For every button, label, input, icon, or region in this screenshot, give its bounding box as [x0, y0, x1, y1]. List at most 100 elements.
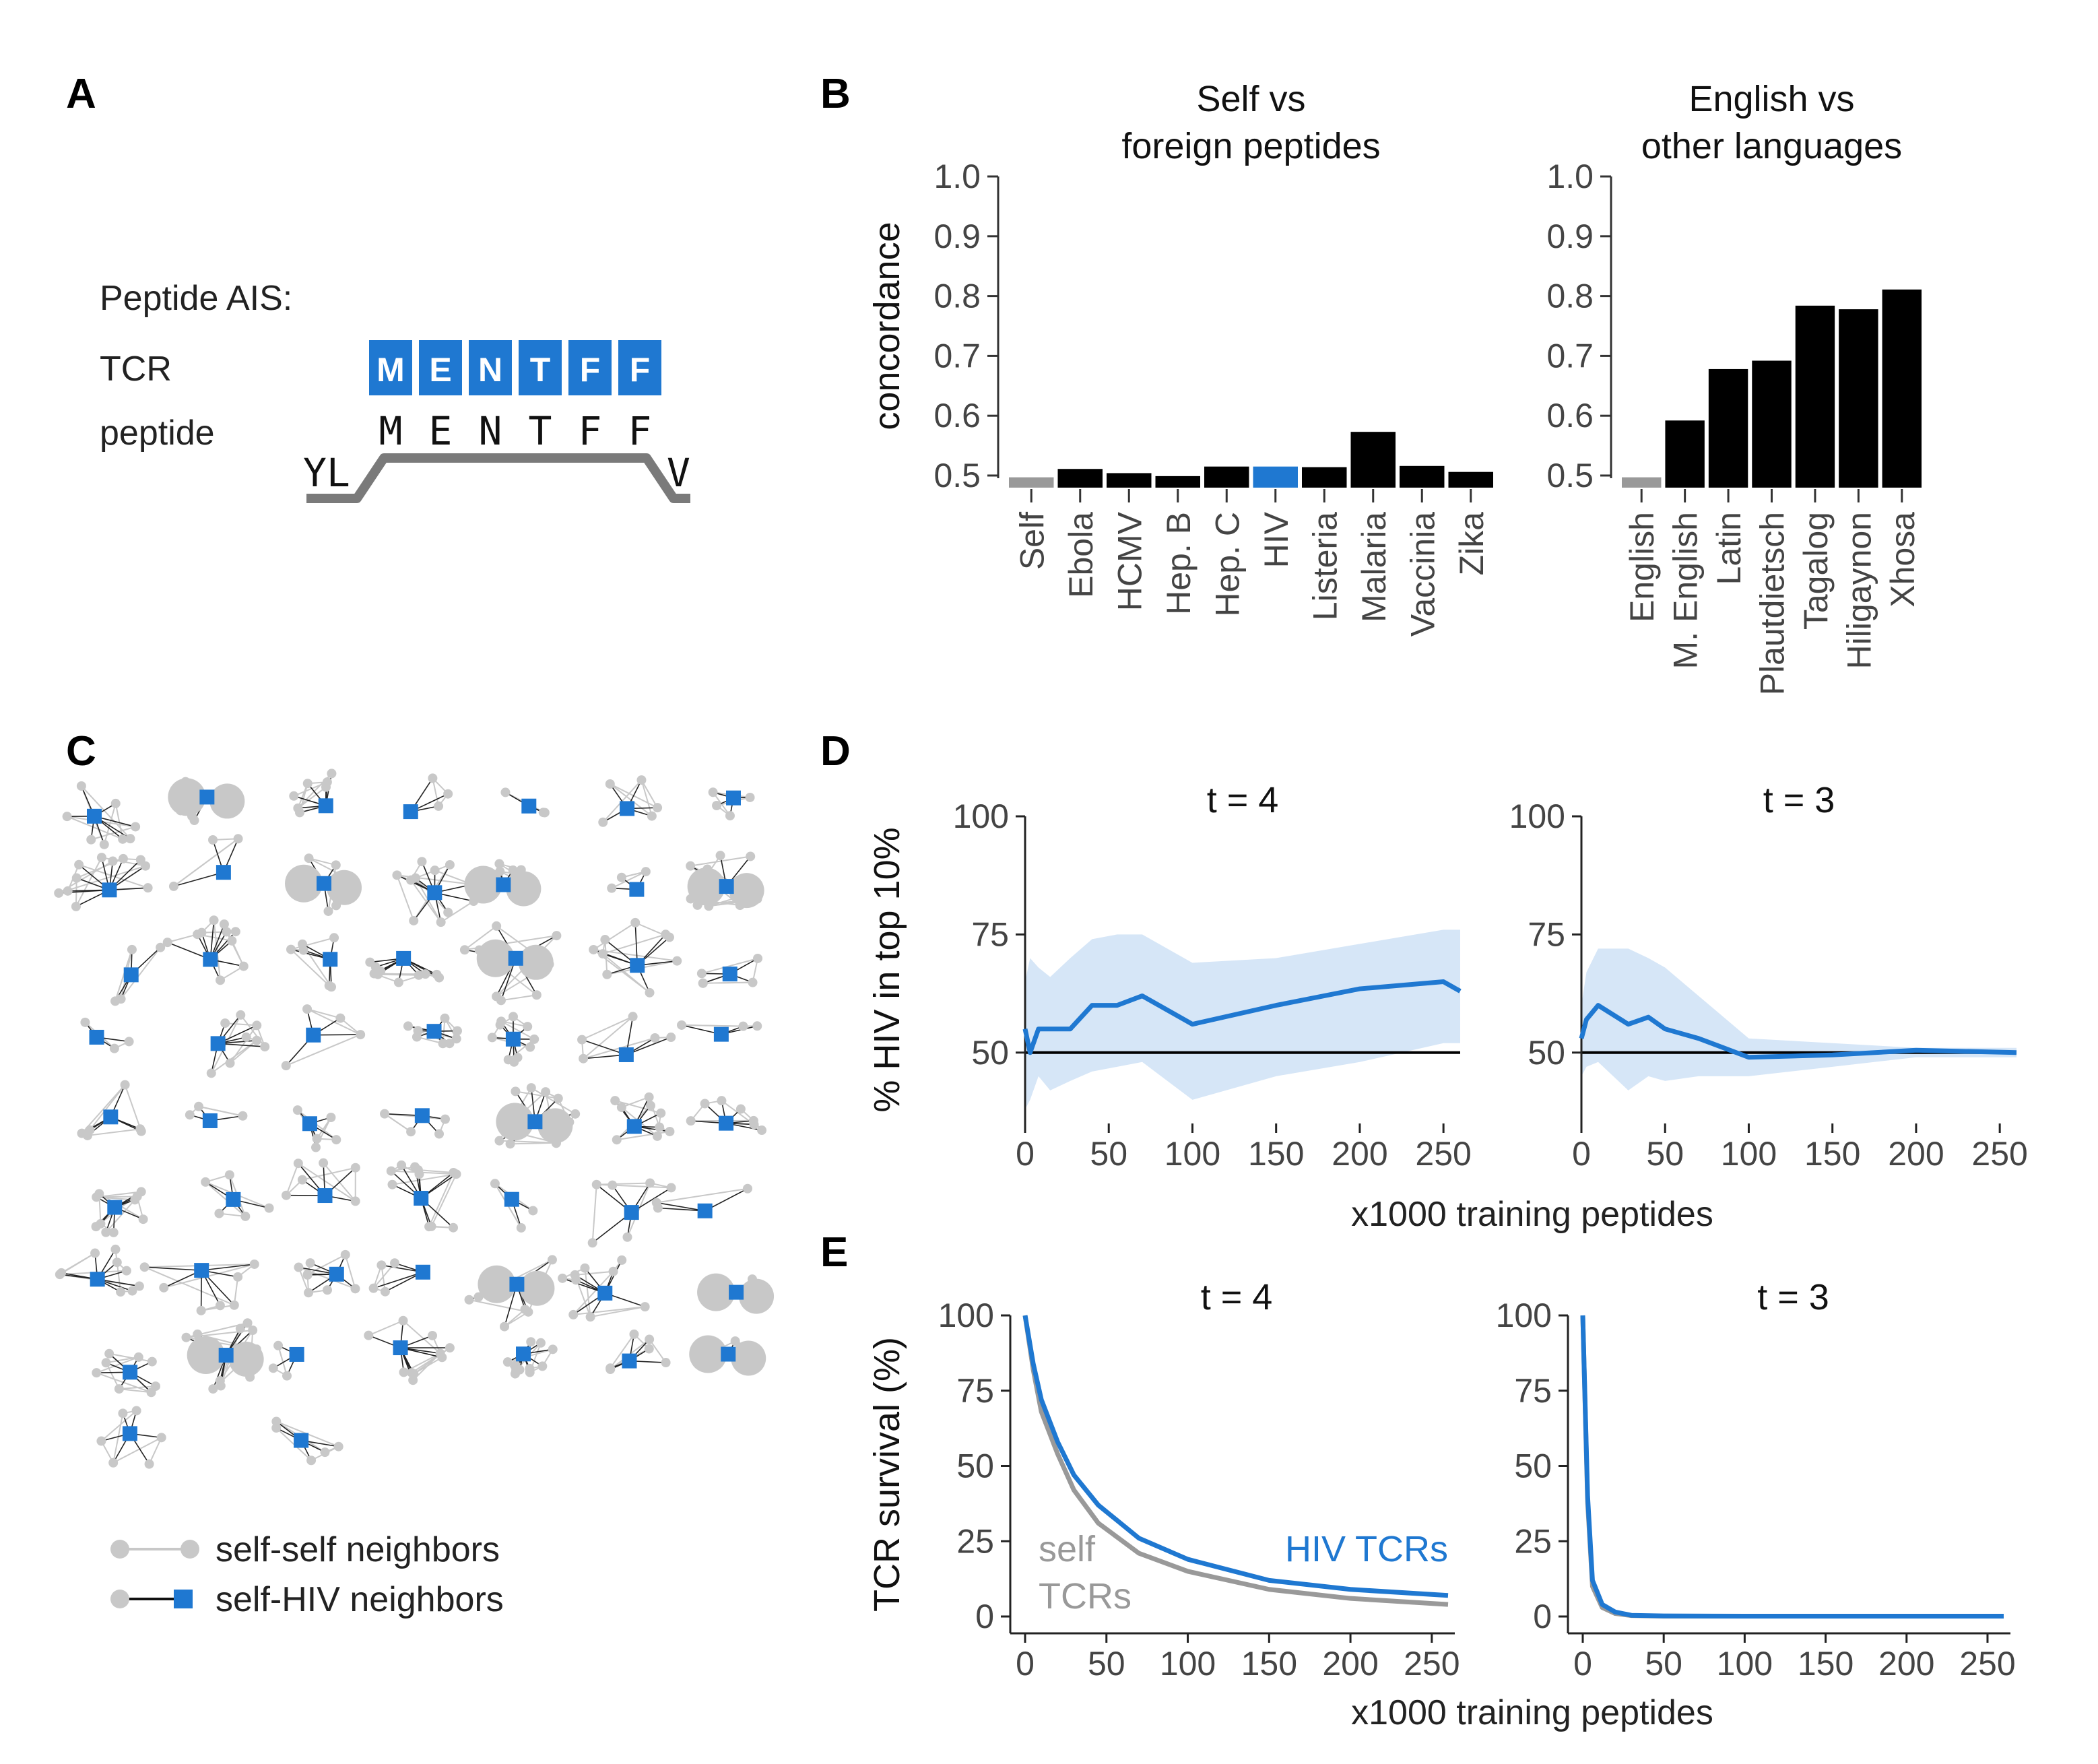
self-node — [144, 1459, 154, 1469]
self-node — [297, 1175, 307, 1185]
chart-title-line: Self vs — [1196, 79, 1305, 119]
self-node — [752, 1021, 762, 1031]
network-cluster — [364, 1315, 455, 1385]
self-node — [110, 1244, 121, 1254]
self-self-edge — [701, 958, 758, 975]
self-node — [333, 1441, 343, 1451]
self-node — [224, 1170, 234, 1180]
tcr-residue: F — [580, 351, 601, 389]
self-node — [511, 1086, 521, 1097]
network-cluster — [605, 1329, 671, 1375]
panel-label-b: B — [820, 71, 851, 117]
hiv-node — [103, 1109, 119, 1125]
self-self-edge — [590, 1306, 645, 1318]
chart-title-line: English vs — [1689, 79, 1854, 119]
hiv-node — [505, 1031, 521, 1047]
self-node — [118, 834, 128, 844]
self-node — [523, 1022, 533, 1032]
network-cluster — [96, 1406, 166, 1469]
self-node — [666, 1033, 676, 1043]
self-self-edge — [440, 901, 474, 923]
self-node — [242, 1318, 253, 1328]
hiv-node — [626, 1119, 642, 1134]
self-node — [436, 917, 446, 927]
hiv-node — [722, 967, 737, 982]
self-node — [92, 1368, 102, 1378]
self-node — [430, 865, 440, 876]
self-node — [435, 1348, 445, 1359]
self-node — [725, 811, 735, 821]
annotation-self: self — [1039, 1529, 1096, 1569]
hiv-node — [203, 952, 218, 967]
x-tick-label: Hep. B — [1160, 512, 1198, 615]
self-node — [499, 1125, 509, 1135]
self-node — [547, 1255, 557, 1265]
y-tick-label: 100 — [1509, 797, 1565, 835]
self-self-edge — [621, 1096, 649, 1109]
self-node — [116, 1287, 126, 1297]
network-cluster — [380, 1108, 450, 1139]
self-node — [337, 871, 348, 881]
self-node — [617, 1255, 627, 1265]
hiv-node — [226, 1191, 241, 1207]
self-self-edge — [173, 838, 239, 887]
self-node — [655, 1122, 665, 1132]
x-tick-label: Malaria — [1355, 512, 1393, 622]
self-node — [260, 1042, 270, 1052]
self-self-edge — [87, 1128, 141, 1136]
self-node — [492, 921, 502, 931]
network-cluster — [403, 773, 453, 820]
series-line — [1580, 1315, 2004, 1619]
bar — [1708, 368, 1748, 488]
network-cluster — [80, 1017, 134, 1053]
chart-title: t = 4 — [1201, 1277, 1273, 1317]
y-tick-label: 75 — [1514, 1372, 1552, 1410]
series-line — [1580, 1315, 2004, 1619]
self-self-edge — [410, 880, 442, 923]
network-cluster — [651, 1183, 752, 1218]
network-cluster — [464, 1255, 557, 1332]
self-self-edge — [225, 1022, 257, 1026]
self-node — [410, 1162, 420, 1172]
series-line — [1022, 979, 1462, 1055]
chart-self-vs-foreign: Self vs foreign peptides 1.0 0.9 0.8 0.7 0.6 0.… — [867, 79, 1493, 636]
self-node — [445, 1039, 455, 1049]
hiv-node — [414, 1191, 429, 1206]
self-node — [616, 872, 626, 882]
self-node — [717, 1096, 727, 1106]
x-tick-label: 200 — [1322, 1645, 1378, 1683]
self-self-edge — [302, 1167, 356, 1181]
self-node — [558, 1273, 568, 1283]
self-node — [312, 1134, 322, 1144]
self-node — [127, 944, 137, 954]
network-cluster — [92, 1348, 160, 1398]
self-node — [368, 1283, 379, 1293]
x-tick-label: 150 — [1804, 1135, 1860, 1173]
self-node — [249, 1259, 259, 1269]
self-node — [438, 1039, 448, 1049]
self-node — [708, 1280, 718, 1291]
self-node — [206, 1068, 216, 1078]
hiv-node — [624, 1205, 639, 1220]
self-node — [702, 864, 713, 874]
self-node — [745, 1346, 755, 1356]
self-node — [516, 886, 526, 896]
peptide-backbone — [306, 453, 690, 503]
network-cluster — [139, 1259, 259, 1315]
y-axis-label: concordance — [867, 222, 907, 430]
self-hiv-edge — [173, 872, 224, 887]
self-self-edge — [641, 779, 658, 808]
y-tick-label: 25 — [1514, 1522, 1552, 1560]
x-tick-label: 0 — [1016, 1135, 1035, 1173]
x-tick-label: 100 — [1165, 1135, 1220, 1173]
bar — [1302, 467, 1347, 488]
self-node — [449, 1168, 459, 1178]
bar — [1882, 289, 1922, 488]
self-node — [90, 1248, 100, 1258]
network-cluster — [677, 1020, 762, 1042]
self-node — [622, 1232, 632, 1242]
self-node — [295, 808, 305, 818]
self-self-edge — [392, 1173, 457, 1185]
self-node — [233, 834, 243, 844]
